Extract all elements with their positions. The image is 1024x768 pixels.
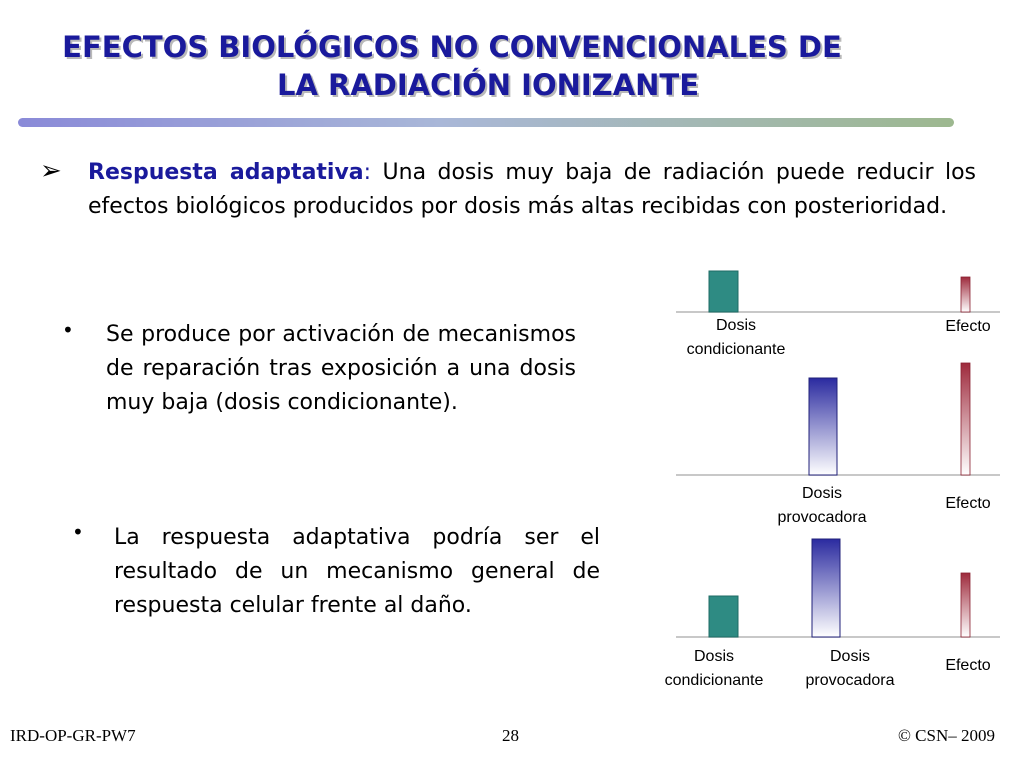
bullet-dot-icon: •: [72, 520, 84, 544]
title-underline-bar: [18, 118, 954, 127]
conditioning-dose-label: Dosis condicionante: [686, 317, 786, 358]
effect-label: Efecto: [945, 657, 991, 674]
bullet-dot-icon: •: [62, 318, 74, 342]
arrow-bullet-icon: ➢: [40, 156, 62, 186]
conditioning-dose-bar: [708, 595, 739, 638]
slide-title-line-2: LA RADIACIÓN IONIZANTE: [276, 68, 700, 102]
conditioning-dose-label: Dosis condicionante: [664, 648, 764, 689]
challenge-dose-bar: [811, 538, 841, 638]
footer-document-code: IRD-OP-GR-PW7: [10, 726, 136, 745]
slide-title-line-1: EFECTOS BIOLÓGICOS NO CONVENCIONALES DE: [62, 30, 842, 64]
effect-label: Efecto: [945, 495, 991, 512]
main-point-colon: :: [363, 160, 372, 185]
challenge-dose-label: Dosis provocadora: [777, 485, 867, 526]
effect-bar: [960, 362, 971, 476]
effect-bar: [960, 572, 971, 638]
main-point-paragraph: Respuesta adaptativa: Una dosis muy baja…: [88, 156, 976, 224]
main-point-text: Una dosis muy baja de radiación puede re…: [88, 160, 976, 219]
main-point-term: Respuesta adaptativa: [88, 160, 364, 185]
conditioning-dose-bar: [708, 270, 739, 313]
effect-label: Efecto: [945, 318, 991, 335]
bullet-paragraph-2: La respuesta adaptativa podría ser el re…: [114, 525, 600, 618]
footer-page-number: 28: [502, 726, 519, 745]
bullet-paragraph-1: Se produce por activación de mecanismos …: [106, 322, 576, 415]
challenge-dose-bar: [808, 377, 838, 476]
footer-copyright: © CSN– 2009: [898, 726, 995, 745]
challenge-dose-label: Dosis provocadora: [805, 648, 895, 689]
effect-bar: [960, 276, 971, 313]
